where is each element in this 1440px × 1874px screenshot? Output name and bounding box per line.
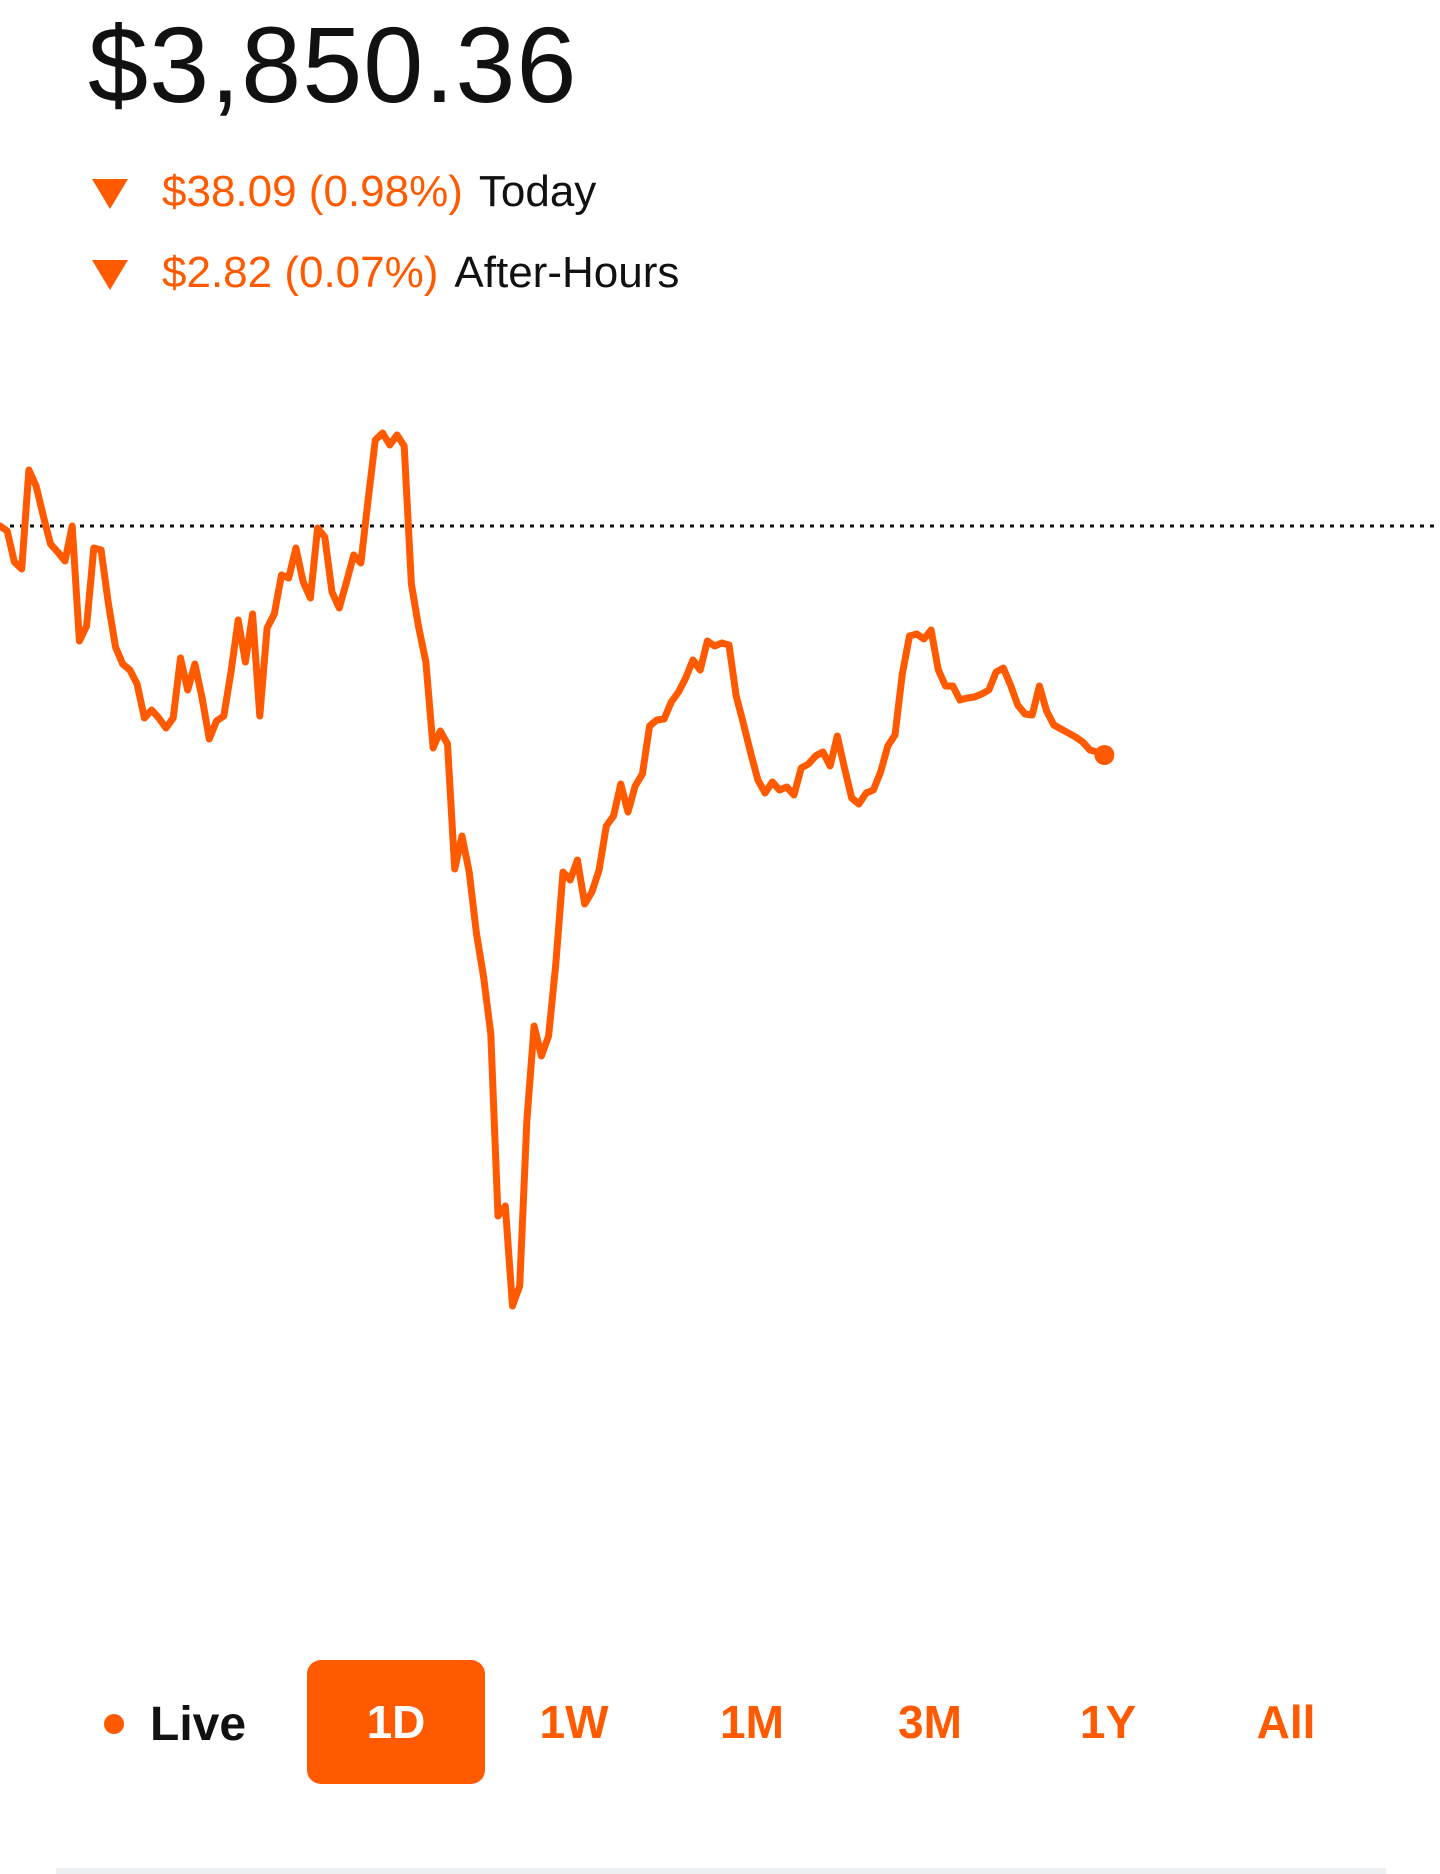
live-label: Live xyxy=(150,1697,247,1751)
today-change-label: Today xyxy=(478,167,597,216)
today-change-row: $38.09 (0.98%) Today xyxy=(92,162,596,222)
live-dot-icon xyxy=(104,1714,124,1734)
range-1d-button[interactable]: 1D xyxy=(307,1660,485,1784)
range-3m-button[interactable]: 3M xyxy=(841,1660,1019,1784)
current-price-dot xyxy=(1094,745,1115,765)
range-1w-button[interactable]: 1W xyxy=(485,1660,663,1784)
range-all-button[interactable]: All xyxy=(1197,1660,1375,1784)
after-hours-change-value: $2.82 (0.07%) xyxy=(162,248,439,297)
range-1y-button[interactable]: 1Y xyxy=(1019,1660,1197,1784)
live-indicator: Live xyxy=(104,1660,246,1788)
range-1m-button[interactable]: 1M xyxy=(663,1660,841,1784)
range-selector: Live 1D 1W 1M 3M 1Y All xyxy=(0,1660,1440,1788)
down-triangle-icon xyxy=(92,179,128,209)
after-hours-change-label: After-Hours xyxy=(454,248,680,297)
bottom-divider xyxy=(56,1868,1386,1874)
after-hours-change-row: $2.82 (0.07%) After-Hours xyxy=(92,243,679,303)
today-change-value: $38.09 (0.98%) xyxy=(162,167,463,216)
price-line xyxy=(0,429,1108,1310)
down-triangle-icon xyxy=(92,260,128,290)
price-value: $3,850.36 xyxy=(88,4,578,125)
